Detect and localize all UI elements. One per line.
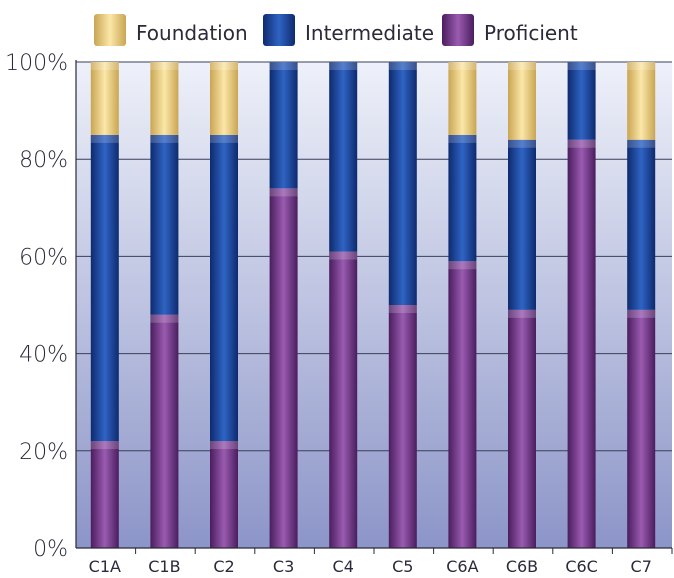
bar-segment-highlight <box>90 134 119 143</box>
bar-segment-intermediate-c1b <box>150 134 179 315</box>
bar-segment-intermediate-c6a <box>448 134 477 262</box>
legend-swatch-foundation <box>94 14 126 46</box>
bar-segment-highlight <box>90 62 119 70</box>
bar-segment-highlight <box>150 314 179 323</box>
bar-segment-proficient-c4 <box>329 251 358 549</box>
bar-segment-highlight <box>388 62 417 70</box>
bars <box>90 62 656 549</box>
bar-segment-foundation-c7 <box>627 62 656 140</box>
bar-segment-intermediate-c7 <box>627 139 656 310</box>
legend: Foundation Intermediate Proficient <box>94 14 578 46</box>
bar-segment-highlight <box>210 134 238 143</box>
bar-segment-highlight <box>90 441 119 450</box>
x-tick-label: C7 <box>631 557 652 576</box>
bar-segment-highlight <box>269 62 298 70</box>
bar-segment-highlight <box>627 62 656 70</box>
bar-segment-highlight <box>567 62 596 70</box>
bar-segment-proficient-c6a <box>448 261 477 548</box>
bar-segment-highlight <box>210 441 238 450</box>
bar-segment-intermediate-c6b <box>508 139 536 310</box>
x-tick-label: C6A <box>446 557 478 576</box>
bar-segment-highlight <box>448 261 477 270</box>
bar-segment-proficient-c1a <box>90 441 119 548</box>
bar-segment-foundation-c1b <box>150 62 179 135</box>
y-tick-label: 40% <box>19 343 68 368</box>
bar-segment-highlight <box>388 305 417 313</box>
bar-segment-proficient-c6b <box>508 309 536 548</box>
bar-segment-highlight <box>627 139 656 148</box>
legend-label-intermediate: Intermediate <box>305 21 434 45</box>
bar-segment-proficient-c3 <box>269 188 298 549</box>
bar-segment-highlight <box>508 309 536 318</box>
x-tick-label: C6B <box>506 557 538 576</box>
bar-segment-foundation-c1a <box>90 62 119 135</box>
bar-segment-proficient-c1b <box>150 314 179 548</box>
y-tick-label: 20% <box>19 440 68 465</box>
bar-segment-highlight <box>448 62 477 70</box>
bar-segment-highlight <box>329 251 358 260</box>
y-tick-label: 80% <box>19 148 68 173</box>
x-tick-label: C4 <box>333 557 354 576</box>
bar-segment-highlight <box>210 62 238 70</box>
legend-swatch-proficient <box>442 14 474 46</box>
y-tick-label: 100% <box>5 51 68 76</box>
bar-segment-intermediate-c1a <box>90 134 119 442</box>
bar-segment-proficient-c6c <box>567 139 596 548</box>
bar-segment-highlight <box>448 134 477 143</box>
x-tick-label: C2 <box>213 557 234 576</box>
bar-segment-foundation-c6a <box>448 62 477 135</box>
bar-segment-foundation-c6b <box>508 62 536 140</box>
bar-segment-intermediate-c2 <box>210 134 238 442</box>
x-tick-label: C1A <box>89 557 121 576</box>
bar-segment-highlight <box>329 62 358 70</box>
legend-label-proficient: Proficient <box>484 21 578 45</box>
legend-swatch-intermediate <box>263 14 295 46</box>
y-tick-label: 0% <box>33 537 68 562</box>
bar-segment-proficient-c5 <box>388 305 417 548</box>
bar-segment-foundation-c2 <box>210 62 238 135</box>
bar-segment-proficient-c2 <box>210 441 238 548</box>
bar-segment-proficient-c7 <box>627 309 656 548</box>
y-tick-label: 60% <box>19 245 68 270</box>
x-tick-label: C1B <box>148 557 180 576</box>
bar-segment-intermediate-c3 <box>269 62 298 189</box>
bar-segment-intermediate-c5 <box>388 62 417 305</box>
bar-segment-highlight <box>508 62 536 70</box>
bar-segment-highlight <box>150 62 179 70</box>
axes: 0% 20% 40% 60% 80% 100% C1A C1B C2 C3 C4 C5 C6A C6B C6… <box>5 51 673 576</box>
bar-segment-highlight <box>269 188 298 197</box>
x-tick-label: C3 <box>273 557 294 576</box>
bar-segment-highlight <box>567 139 596 148</box>
legend-label-foundation: Foundation <box>136 21 248 45</box>
x-tick-label: C6C <box>565 557 598 576</box>
x-tick-label: C5 <box>392 557 413 576</box>
bar-segment-highlight <box>627 309 656 318</box>
bar-segment-highlight <box>508 139 536 148</box>
bar-segment-intermediate-c6c <box>567 62 596 140</box>
bar-segment-intermediate-c4 <box>329 62 358 252</box>
bar-segment-highlight <box>150 134 179 143</box>
